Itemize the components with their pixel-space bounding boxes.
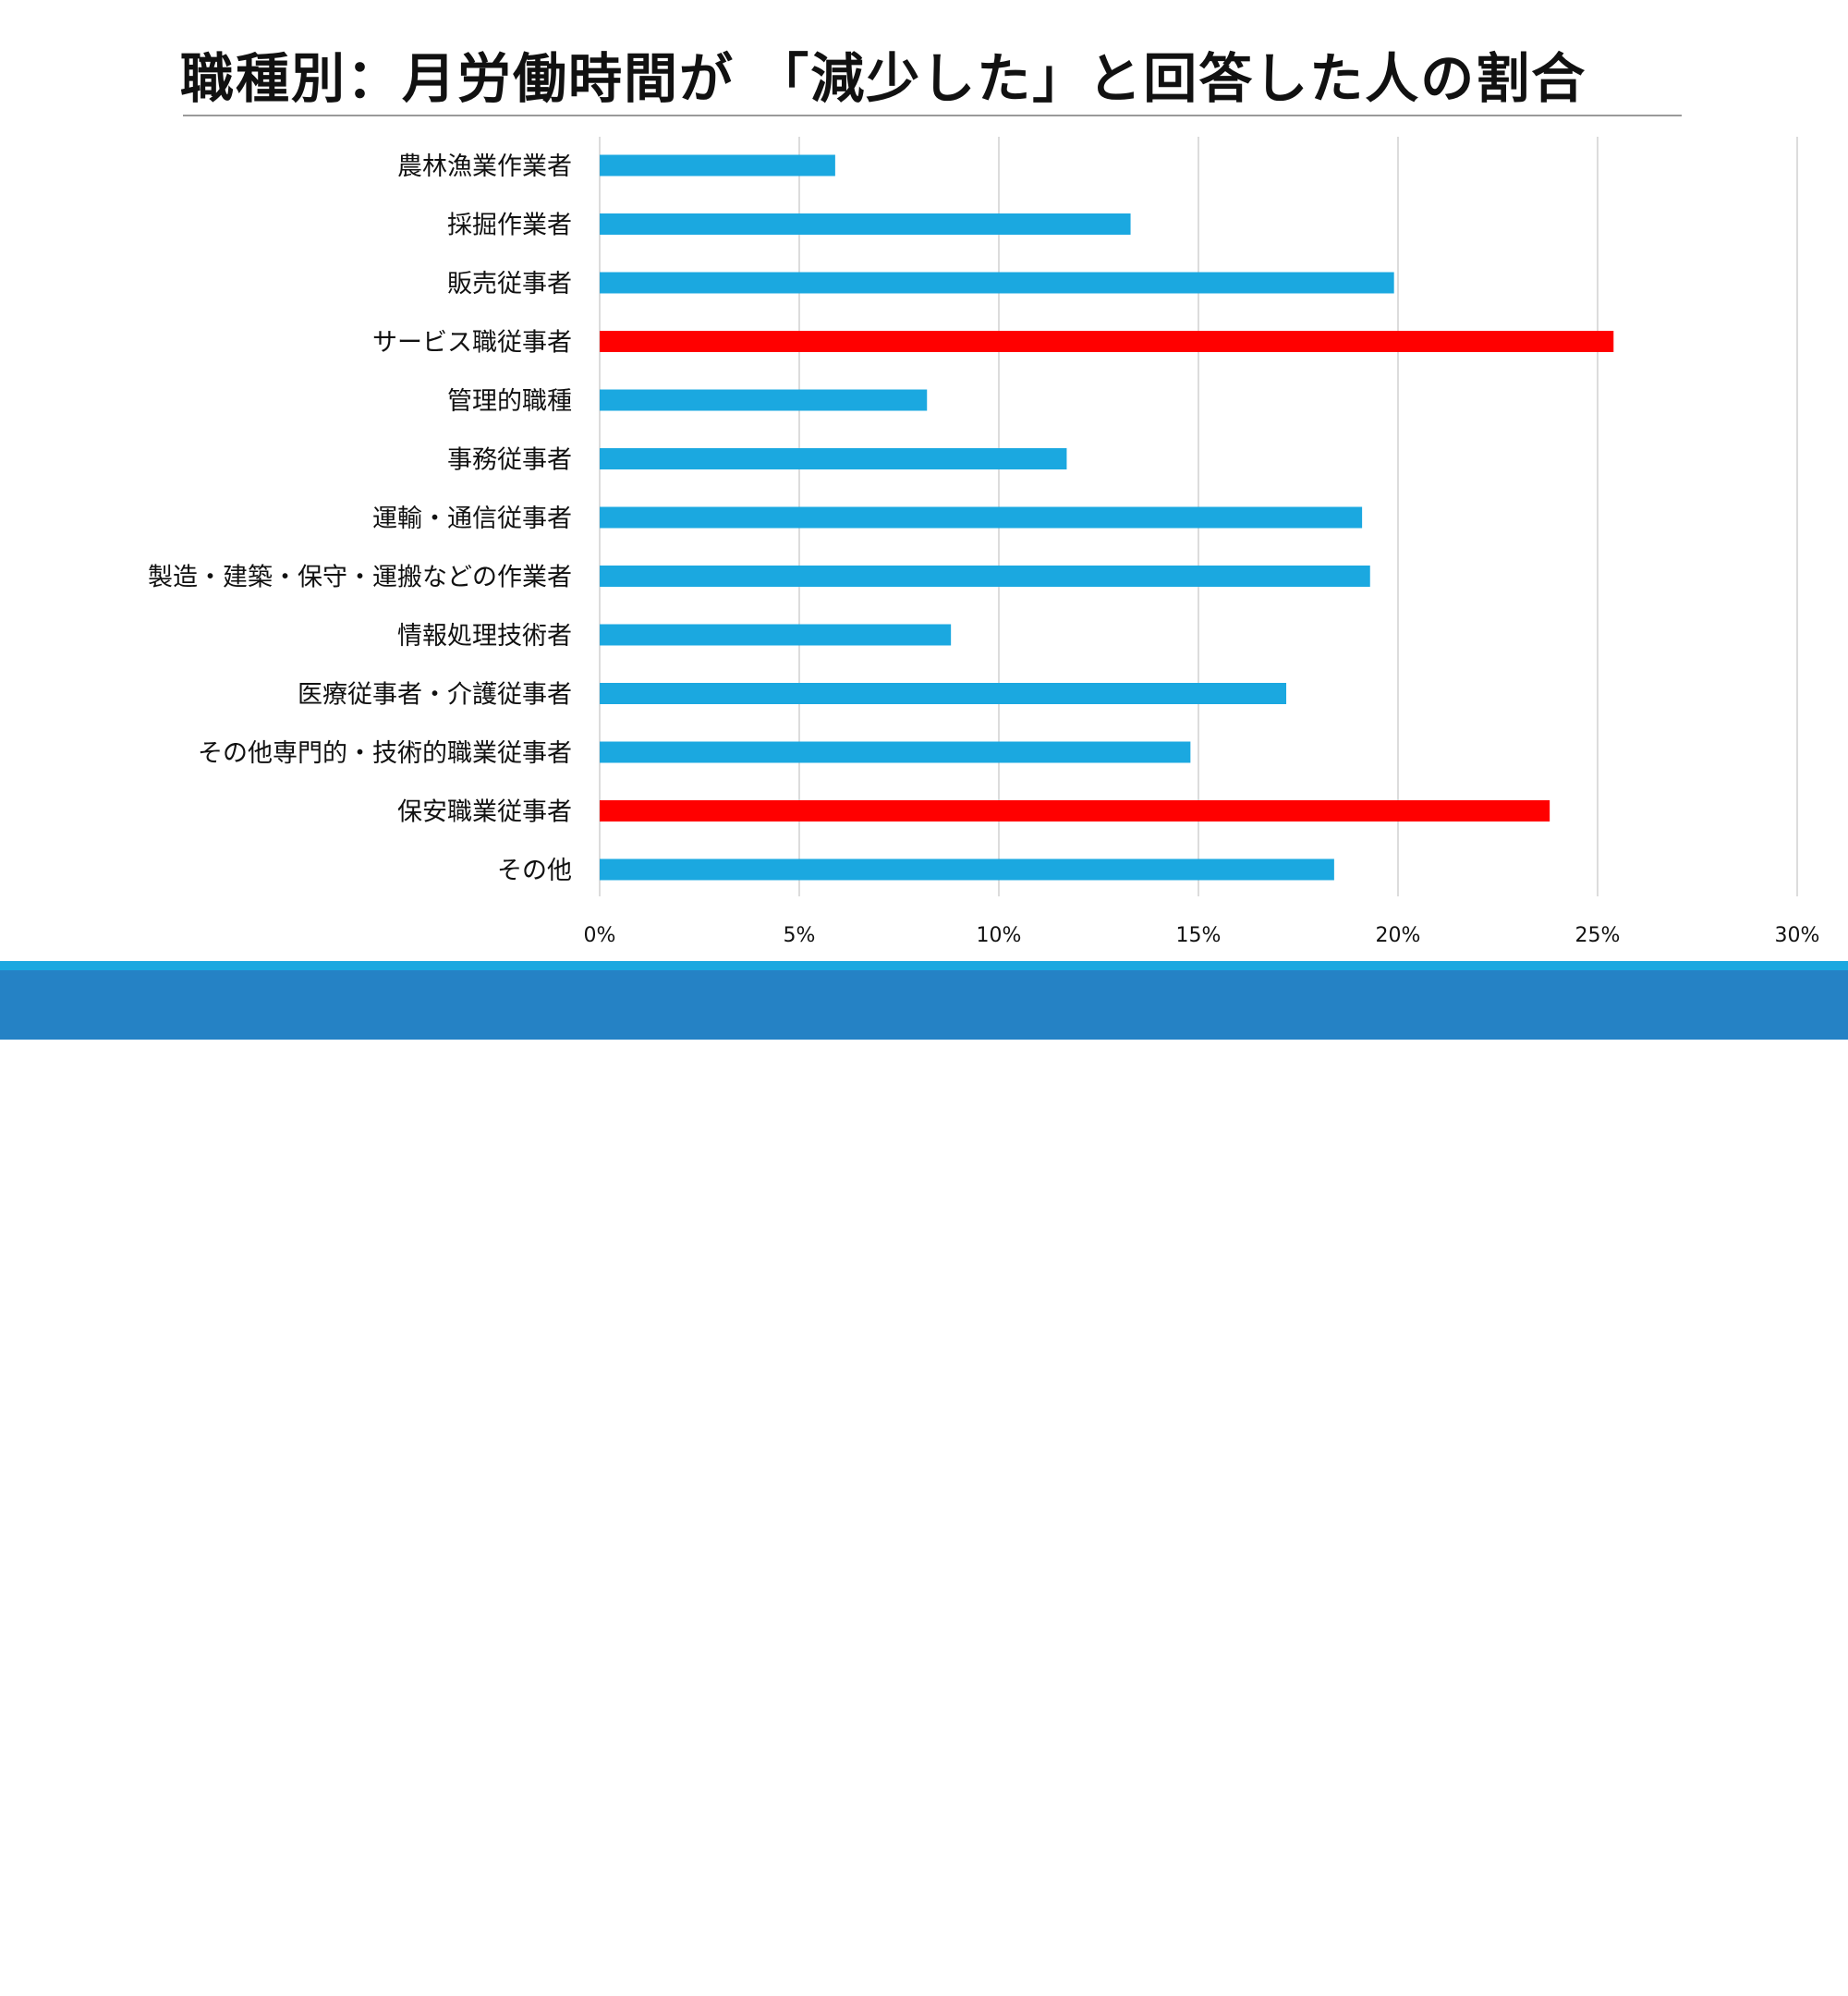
bar bbox=[600, 683, 1287, 704]
x-tick-label: 20% bbox=[1376, 924, 1421, 947]
category-label: サービス職従事者 bbox=[372, 329, 572, 358]
category-labels: 農林漁業作業者採掘作業者販売従事者サービス職従事者管理的職種事務従事者運輸・通信… bbox=[148, 152, 572, 885]
bar bbox=[600, 154, 835, 176]
bar bbox=[600, 800, 1550, 822]
footer-bar: 21 bbox=[0, 970, 1848, 1995]
category-label: 医療従事者・介護従事者 bbox=[298, 681, 572, 710]
bar bbox=[600, 389, 928, 411]
x-tick-labels: 0% 5% 10% 15% 20% 25% 30% bbox=[584, 924, 1820, 947]
x-tick-label: 10% bbox=[977, 924, 1022, 947]
bar bbox=[600, 448, 1067, 469]
x-tick-label: 5% bbox=[784, 924, 816, 947]
bar bbox=[600, 506, 1363, 529]
page-number: 21 bbox=[1647, 1957, 1685, 1995]
grid-lines bbox=[599, 137, 1798, 896]
category-label: その他 bbox=[497, 857, 572, 885]
x-tick-label: 15% bbox=[1176, 924, 1222, 947]
category-label: 農林漁業作業者 bbox=[397, 152, 572, 181]
bars bbox=[600, 154, 1614, 881]
slide-title: 職種別：月労働時間が 「減少した」と回答した人の割合 bbox=[180, 47, 1587, 110]
bar bbox=[600, 272, 1394, 294]
category-label: 保安職業従事者 bbox=[397, 798, 572, 827]
bar bbox=[600, 566, 1370, 587]
category-label: 情報処理技術者 bbox=[397, 622, 572, 651]
category-label: 管理的職種 bbox=[447, 387, 572, 416]
category-label: 運輸・通信従事者 bbox=[372, 505, 572, 533]
title-divider bbox=[183, 115, 1682, 116]
category-label: 事務従事者 bbox=[447, 446, 572, 475]
footer-accent-stripe bbox=[0, 961, 1848, 970]
bar bbox=[600, 624, 952, 646]
bar bbox=[600, 741, 1191, 763]
category-label: 製造・建築・保守・運搬などの作業者 bbox=[148, 564, 572, 592]
x-tick-label: 25% bbox=[1575, 924, 1621, 947]
bar bbox=[600, 213, 1131, 235]
category-label: その他専門的・技術的職業従事者 bbox=[198, 739, 572, 768]
x-tick-label: 30% bbox=[1775, 924, 1820, 947]
bar bbox=[600, 331, 1614, 352]
category-label: 販売従事者 bbox=[447, 270, 572, 298]
x-tick-label: 0% bbox=[584, 924, 616, 947]
bar bbox=[600, 858, 1334, 881]
bar-chart: 農林漁業作業者採掘作業者販売従事者サービス職従事者管理的職種事務従事者運輸・通信… bbox=[148, 137, 1820, 947]
category-label: 採掘作業者 bbox=[447, 212, 572, 240]
